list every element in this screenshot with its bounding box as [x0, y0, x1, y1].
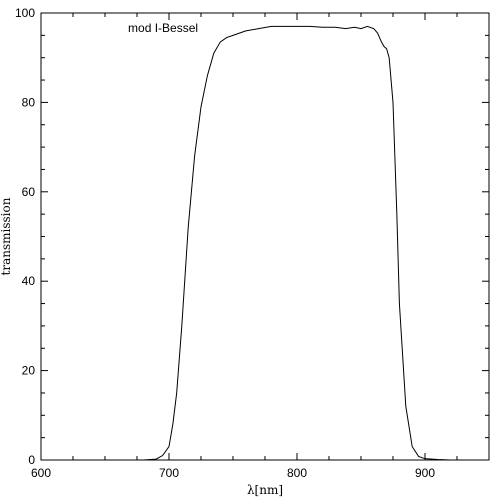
x-tick-label: 900: [415, 466, 435, 480]
plot-frame: [40, 12, 490, 461]
y-tick-label: 80: [22, 95, 36, 109]
x-tick-label: 700: [159, 466, 179, 480]
series-line-mod-i-bessel: [143, 25, 489, 461]
y-tick-label: 40: [22, 274, 36, 288]
y-tick-label: 0: [28, 453, 35, 467]
y-axis-title: transmission: [0, 197, 13, 275]
y-tick-label: 100: [15, 6, 35, 20]
x-tick-label: 800: [287, 466, 307, 480]
y-tick-label: 60: [22, 185, 36, 199]
annotation-label: mod I-Bessel: [128, 21, 198, 35]
ticks-layer: 600 700 800 900 0 20 40 60 80 100: [15, 6, 490, 480]
x-axis-title: λ[nm]: [247, 483, 283, 497]
y-tick-label: 20: [22, 364, 36, 378]
x-tick-label: 600: [31, 466, 51, 480]
